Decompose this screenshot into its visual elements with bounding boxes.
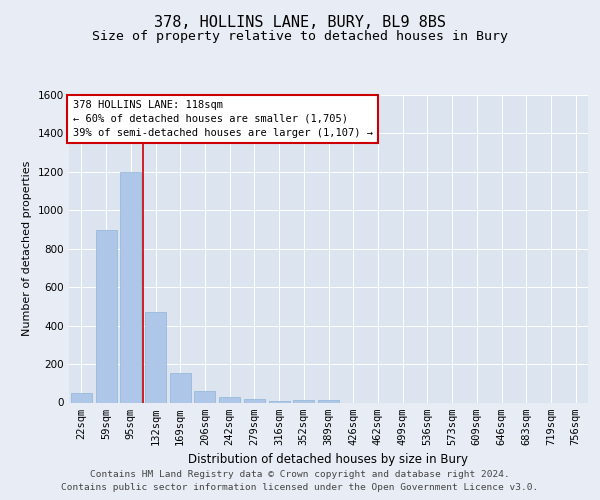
Text: 378, HOLLINS LANE, BURY, BL9 8BS: 378, HOLLINS LANE, BURY, BL9 8BS <box>154 15 446 30</box>
Bar <box>170 372 191 402</box>
Bar <box>293 400 314 402</box>
Y-axis label: Number of detached properties: Number of detached properties <box>22 161 32 336</box>
Bar <box>318 400 339 402</box>
Text: Size of property relative to detached houses in Bury: Size of property relative to detached ho… <box>92 30 508 43</box>
Bar <box>95 230 116 402</box>
X-axis label: Distribution of detached houses by size in Bury: Distribution of detached houses by size … <box>188 453 469 466</box>
Bar <box>71 393 92 402</box>
Text: Contains public sector information licensed under the Open Government Licence v3: Contains public sector information licen… <box>61 482 539 492</box>
Bar <box>194 391 215 402</box>
Bar <box>219 396 240 402</box>
Text: Contains HM Land Registry data © Crown copyright and database right 2024.: Contains HM Land Registry data © Crown c… <box>90 470 510 479</box>
Text: 378 HOLLINS LANE: 118sqm
← 60% of detached houses are smaller (1,705)
39% of sem: 378 HOLLINS LANE: 118sqm ← 60% of detach… <box>73 100 373 138</box>
Bar <box>244 398 265 402</box>
Bar <box>120 172 141 402</box>
Bar <box>269 400 290 402</box>
Bar <box>145 312 166 402</box>
